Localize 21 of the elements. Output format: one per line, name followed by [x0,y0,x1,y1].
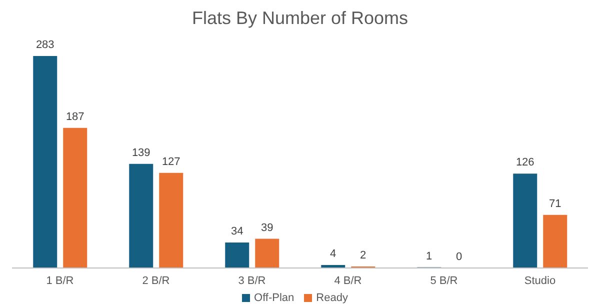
data-label: 1 [426,250,432,262]
data-label: 34 [230,226,244,238]
x-tick-label: Studio [524,274,556,287]
legend-label: Ready [316,292,348,304]
data-label: 2 [360,250,366,262]
data-label: 126 [516,156,534,169]
data-label: 0 [456,250,462,263]
x-tick-label: 5 B/R [430,274,458,287]
data-label: 4 [330,248,336,260]
data-label: 139 [132,146,150,159]
legend-label: Off-Plan [254,292,294,304]
x-tick-label: 3 B/R [238,274,266,287]
x-tick-label: 2 B/R [142,274,170,287]
data-label: 39 [260,222,274,234]
data-label: 71 [548,198,562,210]
data-label: 283 [36,39,54,51]
chart-title: Flats By Number of Rooms [190,8,410,30]
x-tick-label: 1 B/R [46,274,74,287]
x-tick-label: 4 B/R [334,274,362,287]
data-label: 187 [66,110,84,123]
data-label: 127 [162,156,180,168]
